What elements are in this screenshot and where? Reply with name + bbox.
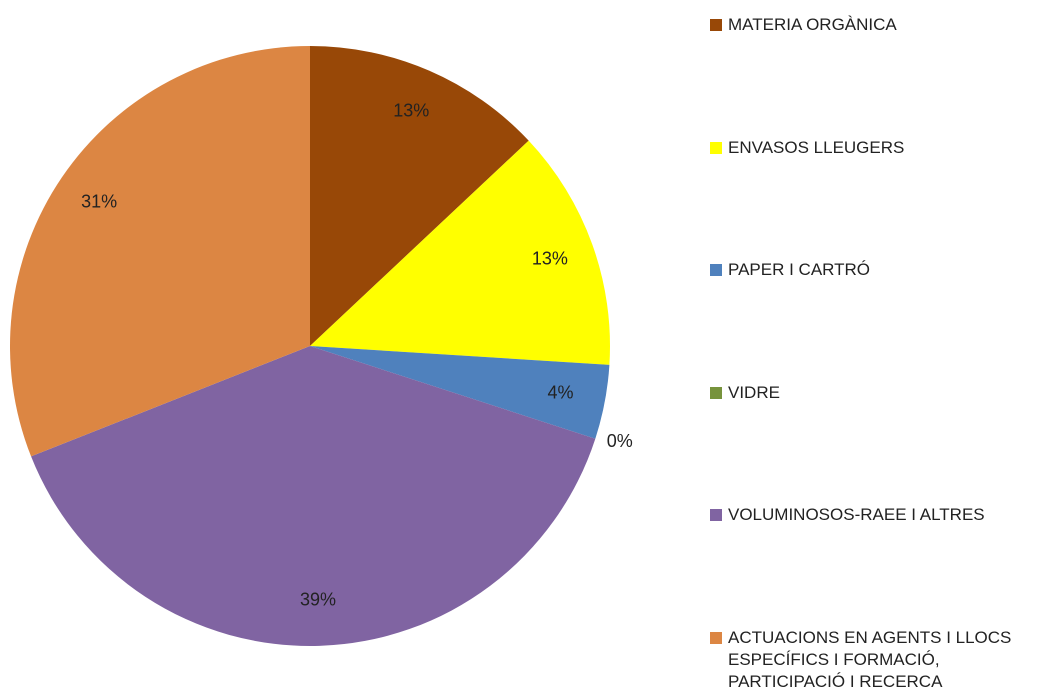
data-label: 31% (81, 191, 117, 211)
legend-swatch (710, 19, 722, 31)
pie-slice (310, 46, 529, 346)
legend-label: VIDRE (728, 382, 780, 402)
legend-item: ENVASOS LLEUGERS (710, 137, 1050, 159)
legend-label: PAPER I CARTRÓ (728, 260, 871, 279)
legend-swatch (710, 631, 722, 644)
legend-item: MATERIA ORGÀNICA (710, 14, 1050, 36)
legend-swatch (710, 264, 722, 276)
pie-area: 13% 13% 4% 0% 39% 31% (9, 46, 633, 646)
legend-item: VOLUMINOSOS-RAEE I ALTRES (710, 504, 1050, 526)
legend-item: VIDRE (710, 382, 1050, 404)
legend-label: ACTUACIONS EN AGENTS I LLOCS ESPECÍFICS … (728, 627, 1012, 691)
legend-label: VOLUMINOSOS-RAEE I ALTRES (728, 505, 985, 524)
legend-label: MATERIA ORGÀNICA (728, 15, 897, 34)
pie-slice (310, 140, 610, 365)
data-label: 39% (300, 590, 336, 610)
legend-item: ACTUACIONS EN AGENTS I LLOCS ESPECÍFICS … (710, 627, 1050, 693)
legend-label: ENVASOS LLEUGERS (728, 137, 905, 157)
pie-slice (310, 346, 610, 439)
legend-swatch (710, 509, 722, 521)
legend-item: PAPER I CARTRÓ (710, 259, 1050, 281)
data-label: 13% (532, 248, 568, 268)
data-label: 4% (547, 383, 573, 403)
data-label: 13% (393, 101, 429, 121)
pie-slice (31, 346, 596, 646)
legend-swatch (710, 386, 722, 399)
legend-swatch (710, 141, 722, 154)
data-label: 0% (607, 431, 633, 451)
pie-slice (9, 46, 311, 457)
